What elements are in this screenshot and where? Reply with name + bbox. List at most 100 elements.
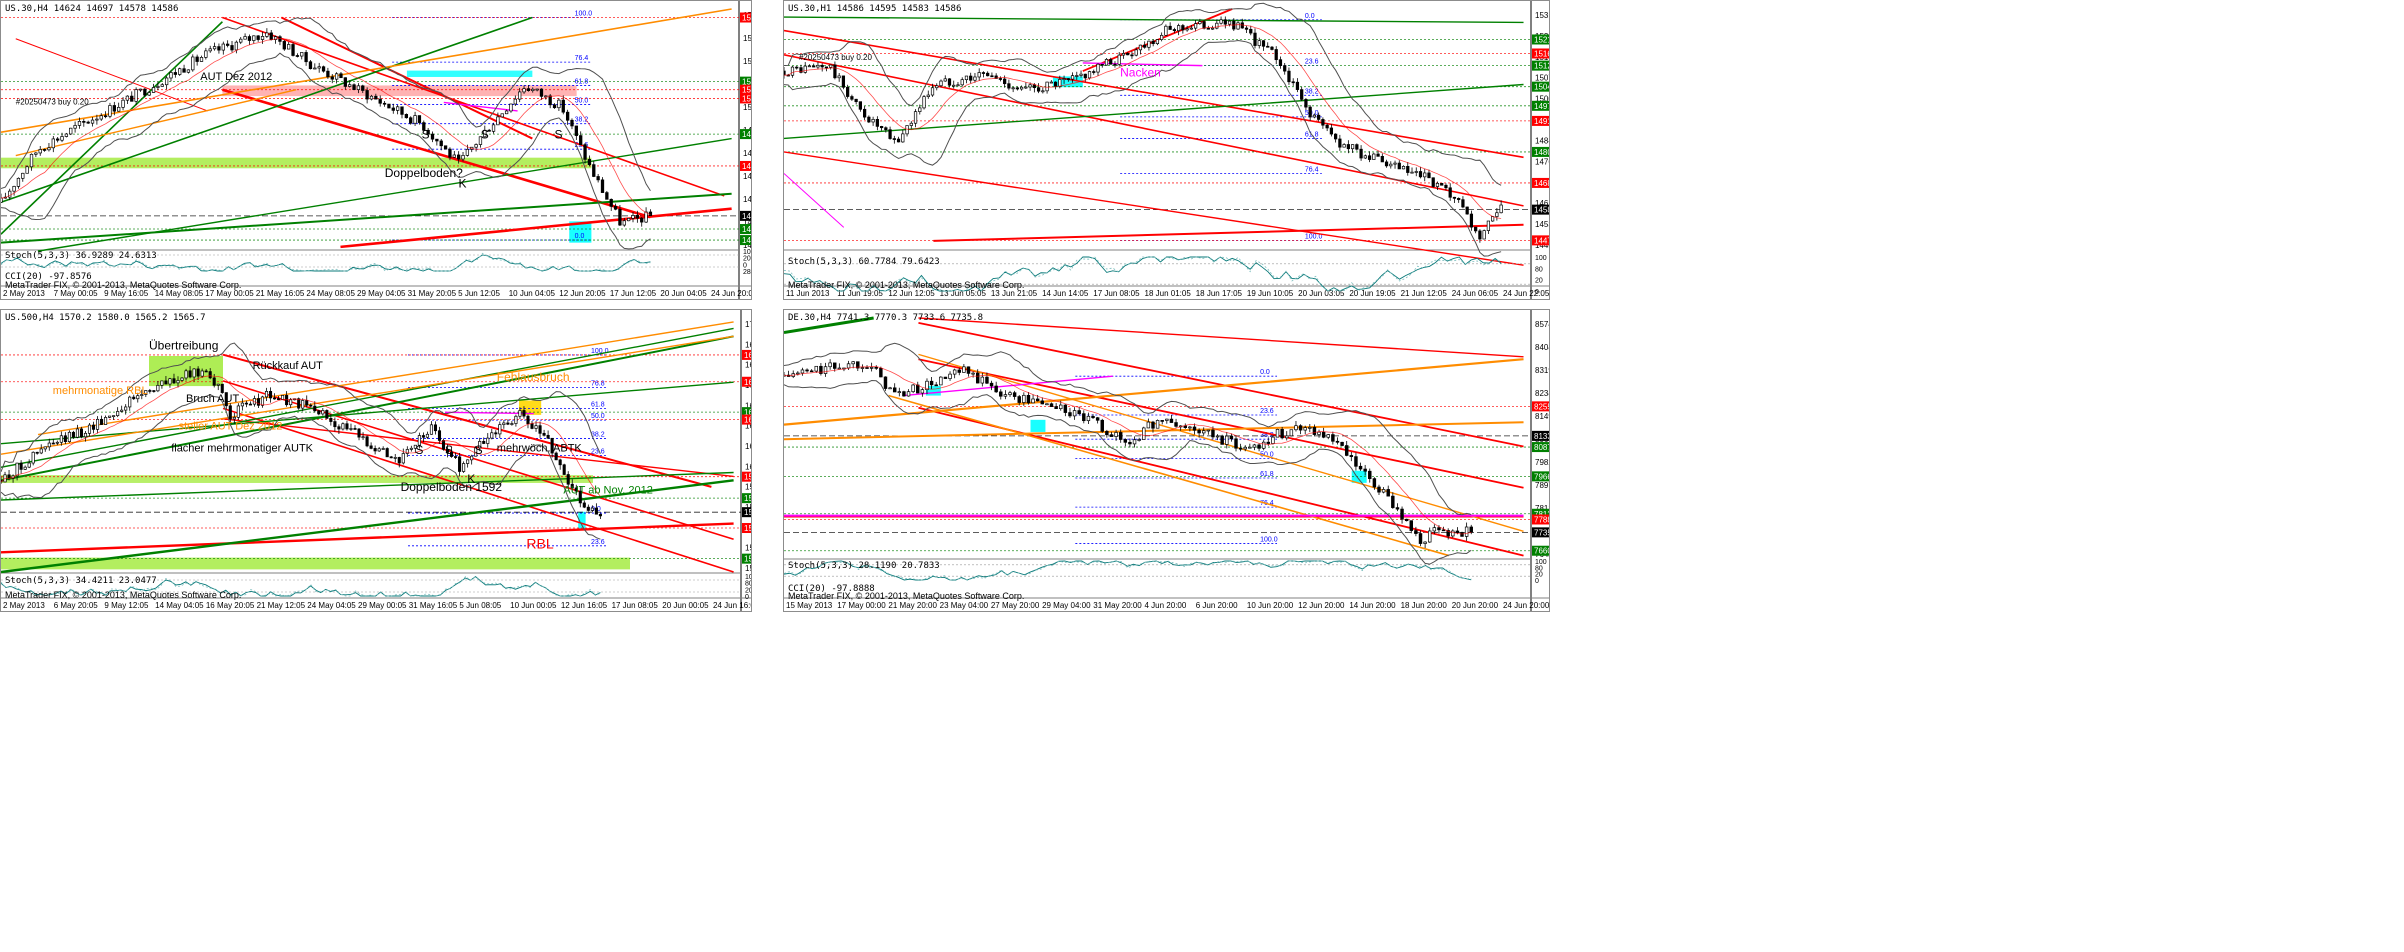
candle-body: [1049, 403, 1054, 407]
candle-body: [143, 88, 147, 96]
price-badge-label: 14821: [742, 162, 752, 171]
trend-line: [222, 380, 734, 541]
stoch-signal-line: [784, 560, 1472, 581]
candle-body: [1359, 148, 1363, 159]
time-tick-label: 6 Jun 20:00: [1196, 601, 1238, 610]
chart-canvas[interactable]: 1710.01693.81685.81669.01653.01637.01621…: [1, 310, 752, 612]
candle-body: [212, 377, 216, 386]
time-tick-label: 21 May 16:05: [256, 289, 305, 298]
trend-line: [1082, 62, 1203, 67]
price-badge: [1532, 401, 1549, 412]
time-tick-label: 4 Jun 20:00: [1145, 601, 1187, 610]
candle-body: [461, 155, 465, 160]
candle-body: [200, 370, 204, 377]
candle-body: [1303, 427, 1307, 431]
candle-body: [417, 115, 422, 123]
time-tick-label: 24 Jun 22:05: [1503, 289, 1550, 298]
candle-body: [1329, 127, 1334, 135]
price-badge: [1532, 430, 1549, 441]
candle-body: [1151, 40, 1155, 45]
candle-body: [156, 385, 160, 392]
candle-body: [1062, 78, 1066, 80]
candle-body: [330, 76, 334, 80]
candle-body: [542, 432, 546, 436]
candle-body: [31, 451, 35, 464]
candle-body: [816, 64, 820, 68]
candle-body: [514, 415, 518, 424]
candle-body: [1469, 526, 1473, 533]
candle-body: [1294, 425, 1298, 431]
candle-body: [865, 367, 869, 369]
candle-body: [496, 116, 500, 126]
price-badge: [742, 349, 751, 360]
time-tick-label: 12 Jun 20:00: [1298, 601, 1345, 610]
candle-body: [1340, 441, 1344, 446]
price-badge-label: 14685: [1534, 179, 1550, 188]
candle-body: [226, 43, 230, 46]
fib-level-label: 0.0: [1305, 13, 1315, 20]
sub-tick-label: 20: [743, 256, 751, 263]
candle-body: [348, 84, 352, 87]
candle-body: [867, 116, 871, 123]
footer-copyright: MetaTrader FIX, © 2001-2013, MetaQuotes …: [5, 590, 242, 600]
candle-body: [1253, 32, 1257, 46]
candle-body: [277, 398, 281, 401]
candle-body: [1210, 27, 1215, 30]
price-badge-label: 1530.2: [744, 555, 752, 564]
candle-body: [1295, 81, 1300, 90]
candle-body: [422, 122, 426, 131]
candle-body: [1465, 206, 1469, 215]
bollinger-middle: [1, 37, 651, 216]
fib-level-label: 50.0: [1260, 452, 1274, 459]
candle-body: [522, 88, 526, 93]
candle-body: [803, 65, 807, 73]
candle-body: [1155, 420, 1160, 429]
candle-body: [841, 75, 846, 88]
footer-copyright: MetaTrader FIX, © 2001-2013, MetaQuotes …: [5, 280, 242, 290]
candle-body: [948, 373, 952, 379]
candle-body: [1202, 21, 1206, 29]
candle-body: [1028, 84, 1032, 88]
chart-annotation: Nacken: [1120, 65, 1161, 79]
candle-body: [1275, 429, 1280, 438]
price-tick-label: 8574.5: [1535, 320, 1550, 329]
trend-line: [1, 21, 223, 235]
candle-body: [184, 370, 188, 379]
candle-body: [343, 77, 347, 87]
price-badge-label: 14586: [742, 212, 752, 221]
price-badge-label: 14524: [742, 225, 752, 234]
price-badge: [740, 12, 751, 23]
candle-body: [60, 136, 64, 141]
candle-body: [333, 421, 337, 428]
candle-body: [1160, 420, 1164, 422]
candle-body: [1448, 187, 1452, 198]
candle-body: [909, 122, 913, 126]
candle-body: [1380, 156, 1384, 163]
candle-body: [1363, 468, 1367, 472]
chart-canvas[interactable]: 8574.58404.58319.58234.58149.58067.07982…: [784, 310, 1550, 612]
chart-canvas[interactable]: 1545515355152551515515055149551485514755…: [1, 1, 752, 300]
candle-body: [1045, 81, 1049, 92]
candle-body: [578, 490, 582, 504]
time-tick-label: 18 Jun 17:05: [1196, 289, 1243, 298]
chart-panel-de30-h4: DE.30,H4 7741.3 7770.3 7733.6 7735.8 857…: [783, 309, 1550, 612]
candle-body: [47, 442, 51, 448]
price-badge-label: 1592.8: [744, 473, 752, 482]
price-badge: [1532, 115, 1549, 126]
time-tick-label: 24 May 04:05: [307, 601, 356, 610]
price-tick-label: 8319.5: [1535, 366, 1550, 375]
bollinger-lower: [784, 39, 1502, 257]
stoch-main-line: [1, 254, 651, 272]
time-tick-label: 11 Jun 19:05: [837, 289, 883, 298]
candle-body: [389, 456, 393, 459]
candle-body: [1168, 25, 1172, 30]
candle-body: [1377, 486, 1381, 493]
time-tick-label: 15 May 2013: [786, 601, 833, 610]
chart-annotation: S: [475, 443, 483, 457]
sub-tick-label: 80: [1535, 565, 1543, 572]
candle-body: [1280, 429, 1284, 439]
candle-body: [926, 94, 930, 97]
chart-annotation: AUT ab Nov. 2012: [563, 484, 652, 496]
candle-body: [1414, 530, 1418, 534]
chart-canvas[interactable]: 1531115236151611507615001149261484114766…: [784, 1, 1550, 300]
